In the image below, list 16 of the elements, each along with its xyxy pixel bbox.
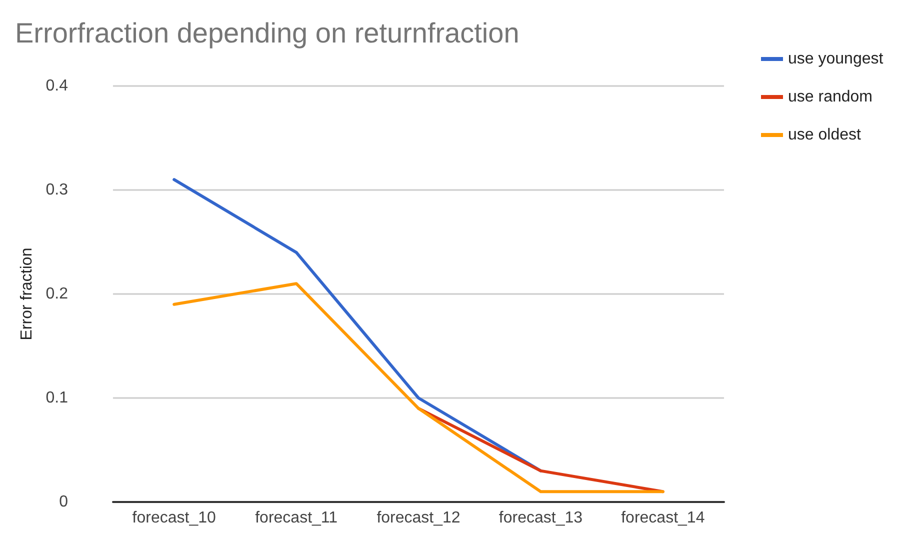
y-tick-label: 0.3 bbox=[46, 182, 68, 198]
x-tick-label: forecast_12 bbox=[376, 510, 460, 526]
legend-label: use oldest bbox=[788, 126, 862, 144]
x-tick-label: forecast_13 bbox=[498, 510, 583, 526]
line-series bbox=[172, 282, 664, 494]
y-axis-title: Error fraction bbox=[18, 248, 36, 340]
x-tick-label: forecast_14 bbox=[621, 510, 705, 526]
legend-label: use youngest bbox=[788, 50, 884, 68]
chart-title: Errorfraction depending on returnfraction bbox=[15, 18, 520, 48]
y-tick-label: 0 bbox=[59, 494, 68, 510]
x-tick-label: forecast_11 bbox=[255, 510, 338, 526]
y-tick-label: 0.2 bbox=[46, 286, 68, 302]
y-tick-label: 0.4 bbox=[46, 78, 68, 94]
y-tick-label: 0.1 bbox=[46, 390, 68, 406]
legend-label: use random bbox=[788, 88, 872, 106]
x-tick-label: forecast_10 bbox=[132, 510, 216, 526]
